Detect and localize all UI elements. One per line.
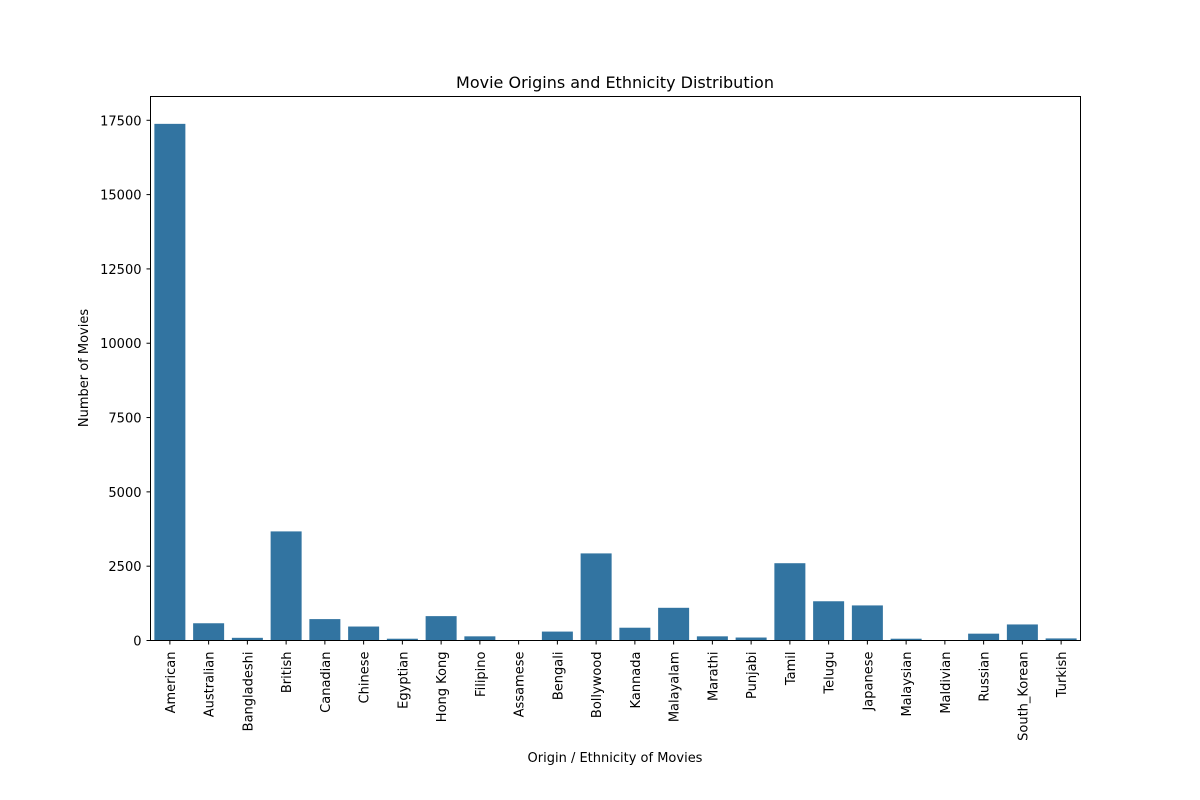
x-axis: American Australian Bangladeshi British Cana… xyxy=(164,640,1070,741)
x-tick-label: Malaysian xyxy=(900,652,915,717)
bar-american xyxy=(154,123,186,641)
x-axis-label: Origin / Ethnicity of Movies xyxy=(528,751,703,766)
x-tick-label: British xyxy=(280,652,295,694)
x-tick-label: South_Korean xyxy=(1016,652,1031,741)
y-tick-label: 12500 xyxy=(100,263,141,278)
x-tick-label: Malayalam xyxy=(668,652,683,723)
bar-marathi xyxy=(696,636,728,641)
bar-filipino xyxy=(464,636,496,641)
x-tick-label: Australian xyxy=(203,652,218,718)
x-tick-label: Canadian xyxy=(319,652,334,713)
y-tick-label: 0 xyxy=(133,635,141,650)
bar-bollywood xyxy=(580,553,612,641)
x-tick-label: Tamil xyxy=(784,652,799,687)
y-tick-label: 17500 xyxy=(100,114,141,129)
y-tick-label: 15000 xyxy=(100,189,141,204)
y-tick-label: 5000 xyxy=(108,486,141,501)
x-tick-label: Kannada xyxy=(629,652,644,709)
x-tick-label: Russian xyxy=(978,652,993,702)
y-tick-label: 2500 xyxy=(108,560,141,575)
x-tick-label: Telugu xyxy=(823,652,838,695)
x-tick-label: Bengali xyxy=(551,652,566,701)
bar-russian xyxy=(968,633,1000,641)
bar-tamil xyxy=(774,563,806,641)
x-tick-label: Turkish xyxy=(1055,652,1070,699)
bar-telugu xyxy=(813,601,845,641)
bars-group xyxy=(154,123,1077,641)
x-tick-label: Maldivian xyxy=(939,652,954,714)
bar-canadian xyxy=(309,619,341,641)
bar-egyptian xyxy=(386,638,418,641)
y-tick-label: 7500 xyxy=(108,412,141,427)
x-tick-label: Marathi xyxy=(706,652,721,701)
bar-malayalam xyxy=(658,607,690,641)
bar-hong-kong xyxy=(425,616,457,641)
y-tick-label: 10000 xyxy=(100,337,141,352)
y-axis: 0 2500 5000 7500 10000 12500 15000 17500 xyxy=(100,114,151,650)
x-tick-label: American xyxy=(164,652,179,714)
x-tick-label: Chinese xyxy=(358,651,373,703)
x-tick-label: Egyptian xyxy=(396,652,411,709)
bar-kannada xyxy=(619,627,651,641)
x-tick-label: Punjabi xyxy=(745,652,760,700)
x-tick-label: Hong Kong xyxy=(435,652,450,723)
bar-bengali xyxy=(541,631,573,641)
x-tick-label: Japanese xyxy=(861,652,876,712)
x-tick-label: Bangladeshi xyxy=(241,652,256,732)
bar-punjabi xyxy=(735,637,767,641)
x-tick-label: Filipino xyxy=(474,651,489,696)
bar-malaysian xyxy=(890,638,922,641)
bar-bangladeshi xyxy=(231,637,263,641)
y-axis-label: Number of Movies xyxy=(77,309,92,427)
bar-turkish xyxy=(1045,638,1077,641)
bar-south-korean xyxy=(1006,624,1038,641)
chart-title: Movie Origins and Ethnicity Distribution xyxy=(456,73,774,92)
bar-japanese xyxy=(851,605,883,641)
x-tick-label: Assamese xyxy=(513,652,528,718)
x-tick-label: Bollywood xyxy=(590,652,605,719)
bar-australian xyxy=(193,623,225,641)
bar-chinese xyxy=(348,626,380,641)
plot-frame xyxy=(150,96,1081,641)
bar-british xyxy=(270,531,302,641)
